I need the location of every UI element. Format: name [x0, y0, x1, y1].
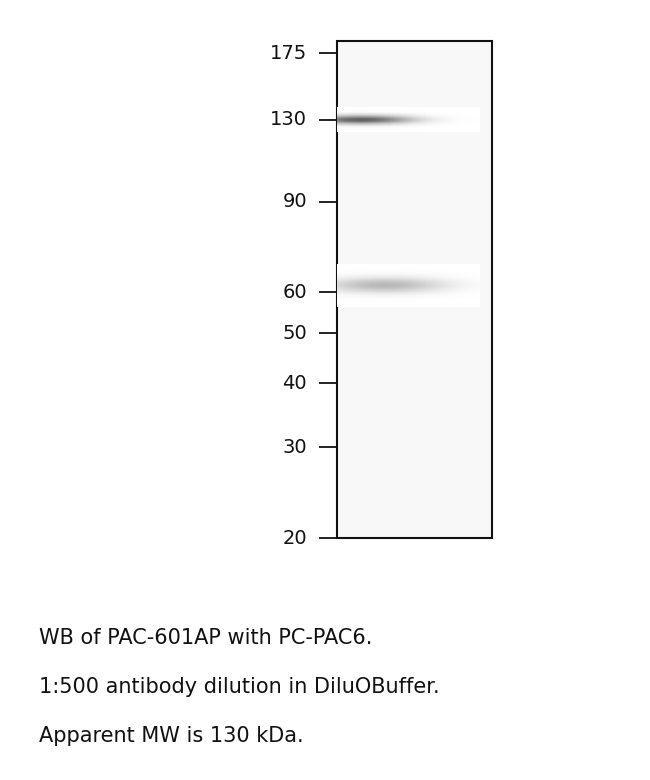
Text: 40: 40	[283, 374, 307, 392]
Text: 130: 130	[270, 110, 307, 129]
Text: 20: 20	[283, 529, 307, 548]
Text: 60: 60	[283, 283, 307, 302]
FancyBboxPatch shape	[337, 41, 493, 538]
Text: 175: 175	[270, 44, 307, 62]
Text: 30: 30	[283, 438, 307, 457]
Text: Apparent MW is 130 kDa.: Apparent MW is 130 kDa.	[39, 726, 304, 746]
Text: 1:500 antibody dilution in DiluOBuffer.: 1:500 antibody dilution in DiluOBuffer.	[39, 677, 439, 697]
Text: 50: 50	[282, 324, 307, 342]
Text: 90: 90	[283, 193, 307, 211]
Text: WB of PAC-601AP with PC-PAC6.: WB of PAC-601AP with PC-PAC6.	[39, 628, 372, 648]
